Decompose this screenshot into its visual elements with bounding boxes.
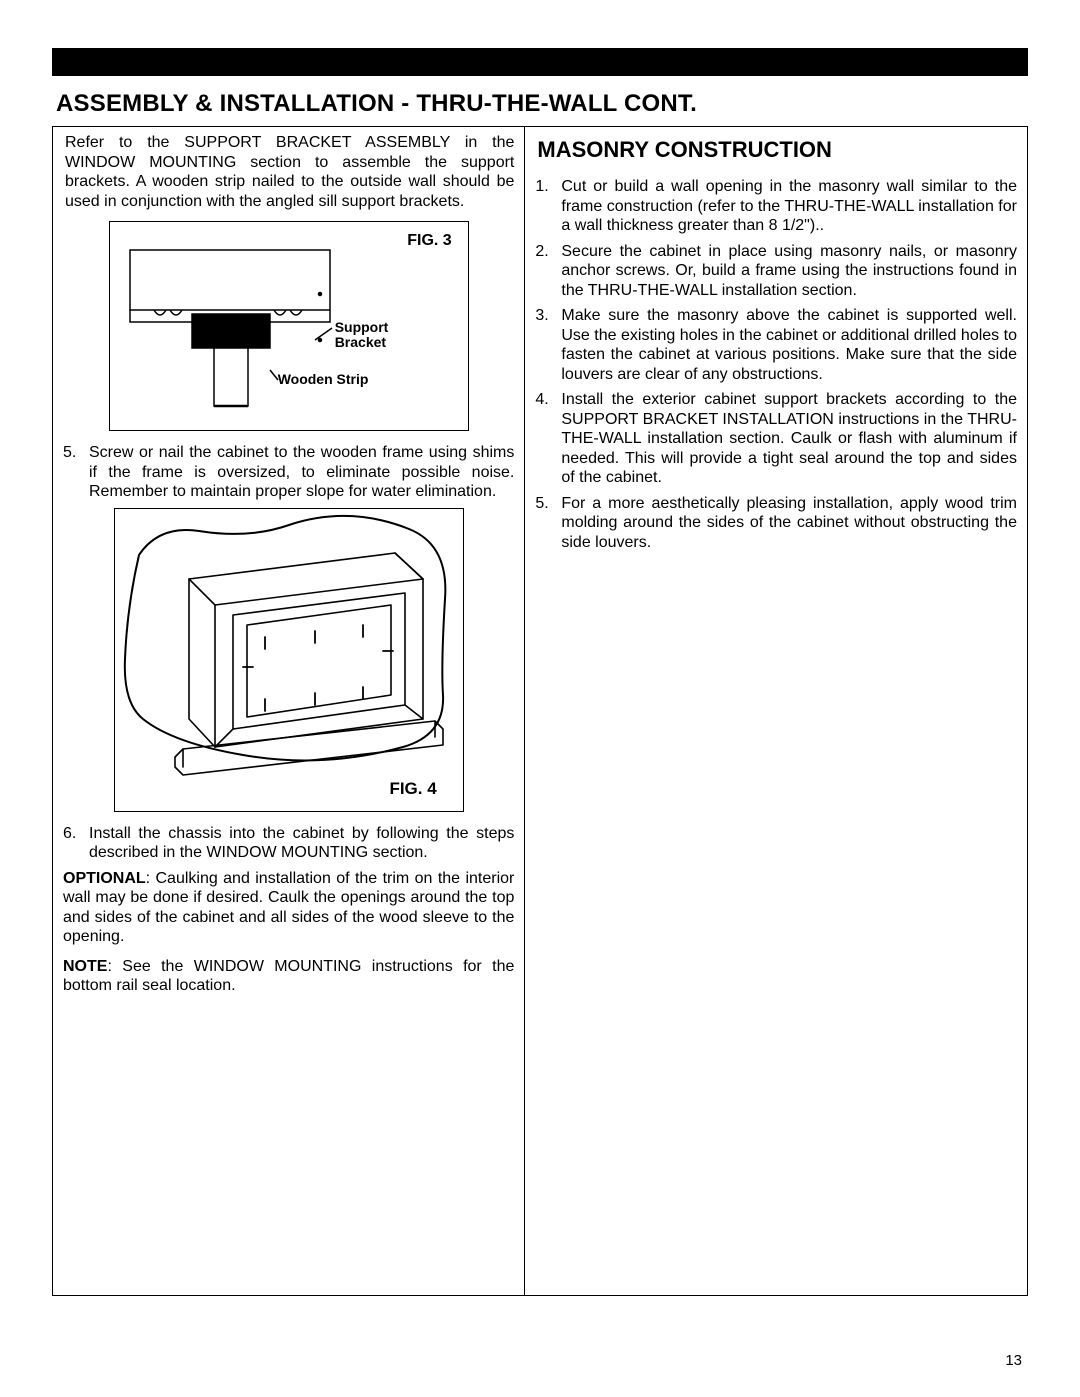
masonry-steps: 1.Cut or build a wall opening in the mas… [535,177,1017,552]
step-num: 3. [535,306,561,384]
list-item: 6. Install the chassis into the cabinet … [63,824,514,863]
fig3-svg [110,222,470,432]
page: ASSEMBLY & INSTALLATION - THRU-THE-WALL … [0,0,1080,1397]
section-title: ASSEMBLY & INSTALLATION - THRU-THE-WALL … [56,90,1028,118]
page-number: 13 [1005,1352,1022,1369]
step-text: For a more aesthetically pleasing instal… [561,494,1017,553]
list-item: 2.Secure the cabinet in place using maso… [535,242,1017,301]
columns: Refer to the SUPPORT BRACKET ASSEMBLY in… [53,127,1027,1295]
fig3-callout-support: Support Bracket [335,320,389,351]
step-text: Make sure the masonry above the cabinet … [561,306,1017,384]
left-intro: Refer to the SUPPORT BRACKET ASSEMBLY in… [63,133,514,211]
step-num: 5. [535,494,561,553]
step-text: Cut or build a wall opening in the mason… [561,177,1017,236]
step-num: 2. [535,242,561,301]
fig3-callout-wooden: Wooden Strip [278,372,369,387]
note-para: NOTE: See the WINDOW MOUNTING instructio… [63,957,514,996]
left-steps-b: 6. Install the chassis into the cabinet … [63,824,514,863]
step-num: 4. [535,390,561,488]
figure-4: FIG. 4 [114,508,464,812]
step-num: 5. [63,443,89,502]
list-item: 5. Screw or nail the cabinet to the wood… [63,443,514,502]
step-num: 6. [63,824,89,863]
masonry-heading: MASONRY CONSTRUCTION [537,137,1017,163]
list-item: 5.For a more aesthetically pleasing inst… [535,494,1017,553]
note-label: NOTE [63,958,107,975]
note-text: : See the WINDOW MOUNTING instructions f… [63,958,514,995]
figure-3: FIG. 3 [109,221,469,431]
step-text: Screw or nail the cabinet to the wooden … [89,443,514,502]
right-column: MASONRY CONSTRUCTION 1.Cut or build a wa… [525,127,1027,1295]
step-num: 1. [535,177,561,236]
list-item: 3.Make sure the masonry above the cabine… [535,306,1017,384]
step-text: Install the chassis into the cabinet by … [89,824,514,863]
left-steps-a: 5. Screw or nail the cabinet to the wood… [63,443,514,502]
header-black-bar [52,48,1028,76]
list-item: 4.Install the exterior cabinet support b… [535,390,1017,488]
optional-para: OPTIONAL: Caulking and installation of t… [63,869,514,947]
left-column: Refer to the SUPPORT BRACKET ASSEMBLY in… [53,127,525,1295]
list-item: 1.Cut or build a wall opening in the mas… [535,177,1017,236]
step-text: Install the exterior cabinet support bra… [561,390,1017,488]
optional-label: OPTIONAL [63,870,146,887]
fig4-svg [115,509,465,813]
step-text: Secure the cabinet in place using masonr… [561,242,1017,301]
content-frame: Refer to the SUPPORT BRACKET ASSEMBLY in… [52,126,1028,1296]
fig3-callout-support-text: Support Bracket [335,319,389,350]
